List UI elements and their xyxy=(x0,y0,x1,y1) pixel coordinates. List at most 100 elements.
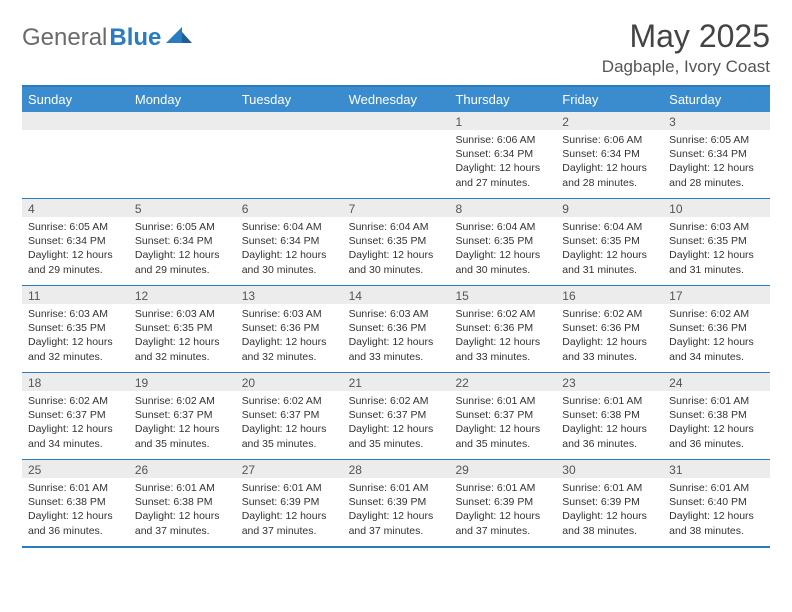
sunset-line: Sunset: 6:38 PM xyxy=(28,495,123,509)
day-number: 20 xyxy=(236,373,343,391)
daylight-line: Daylight: 12 hours and 35 minutes. xyxy=(349,422,444,450)
day-cell: 22Sunrise: 6:01 AMSunset: 6:37 PMDayligh… xyxy=(449,373,556,459)
day-cell: 16Sunrise: 6:02 AMSunset: 6:36 PMDayligh… xyxy=(556,286,663,372)
day-cell: 30Sunrise: 6:01 AMSunset: 6:39 PMDayligh… xyxy=(556,460,663,546)
daylight-line: Daylight: 12 hours and 38 minutes. xyxy=(669,509,764,537)
sunrise-line: Sunrise: 6:01 AM xyxy=(455,481,550,495)
day-cell: 21Sunrise: 6:02 AMSunset: 6:37 PMDayligh… xyxy=(343,373,450,459)
daylight-line: Daylight: 12 hours and 27 minutes. xyxy=(455,161,550,189)
day-cell: 28Sunrise: 6:01 AMSunset: 6:39 PMDayligh… xyxy=(343,460,450,546)
day-header: Friday xyxy=(556,87,663,112)
sunrise-line: Sunrise: 6:01 AM xyxy=(349,481,444,495)
week-row: 11Sunrise: 6:03 AMSunset: 6:35 PMDayligh… xyxy=(22,285,770,372)
sunrise-line: Sunrise: 6:05 AM xyxy=(135,220,230,234)
day-number: 9 xyxy=(556,199,663,217)
day-body: Sunrise: 6:01 AMSunset: 6:39 PMDaylight:… xyxy=(556,478,663,542)
day-body: Sunrise: 6:06 AMSunset: 6:34 PMDaylight:… xyxy=(556,130,663,194)
day-header: Saturday xyxy=(663,87,770,112)
sunset-line: Sunset: 6:34 PM xyxy=(669,147,764,161)
sunrise-line: Sunrise: 6:03 AM xyxy=(669,220,764,234)
brand-general: General xyxy=(22,24,107,52)
sunset-line: Sunset: 6:35 PM xyxy=(455,234,550,248)
day-number: 14 xyxy=(343,286,450,304)
daylight-line: Daylight: 12 hours and 29 minutes. xyxy=(135,248,230,276)
day-body: Sunrise: 6:01 AMSunset: 6:39 PMDaylight:… xyxy=(449,478,556,542)
day-body: Sunrise: 6:03 AMSunset: 6:35 PMDaylight:… xyxy=(663,217,770,281)
sunset-line: Sunset: 6:37 PM xyxy=(28,408,123,422)
daylight-line: Daylight: 12 hours and 37 minutes. xyxy=(135,509,230,537)
sunset-line: Sunset: 6:34 PM xyxy=(562,147,657,161)
day-cell: 13Sunrise: 6:03 AMSunset: 6:36 PMDayligh… xyxy=(236,286,343,372)
day-body: Sunrise: 6:01 AMSunset: 6:38 PMDaylight:… xyxy=(129,478,236,542)
day-body: Sunrise: 6:02 AMSunset: 6:36 PMDaylight:… xyxy=(663,304,770,368)
daylight-line: Daylight: 12 hours and 37 minutes. xyxy=(242,509,337,537)
day-number: 11 xyxy=(22,286,129,304)
day-body: Sunrise: 6:04 AMSunset: 6:35 PMDaylight:… xyxy=(449,217,556,281)
day-number: 2 xyxy=(556,112,663,130)
sunrise-line: Sunrise: 6:01 AM xyxy=(669,394,764,408)
day-body: Sunrise: 6:04 AMSunset: 6:34 PMDaylight:… xyxy=(236,217,343,281)
day-number: 28 xyxy=(343,460,450,478)
day-number: 4 xyxy=(22,199,129,217)
sunset-line: Sunset: 6:35 PM xyxy=(28,321,123,335)
daylight-line: Daylight: 12 hours and 31 minutes. xyxy=(562,248,657,276)
day-cell: 2Sunrise: 6:06 AMSunset: 6:34 PMDaylight… xyxy=(556,112,663,198)
day-cell xyxy=(343,112,450,198)
day-body: Sunrise: 6:04 AMSunset: 6:35 PMDaylight:… xyxy=(343,217,450,281)
day-body: Sunrise: 6:05 AMSunset: 6:34 PMDaylight:… xyxy=(129,217,236,281)
sunrise-line: Sunrise: 6:02 AM xyxy=(349,394,444,408)
daylight-line: Daylight: 12 hours and 29 minutes. xyxy=(28,248,123,276)
daylight-line: Daylight: 12 hours and 38 minutes. xyxy=(562,509,657,537)
daylight-line: Daylight: 12 hours and 34 minutes. xyxy=(28,422,123,450)
day-number: 31 xyxy=(663,460,770,478)
day-number: 13 xyxy=(236,286,343,304)
day-cell: 12Sunrise: 6:03 AMSunset: 6:35 PMDayligh… xyxy=(129,286,236,372)
sunrise-line: Sunrise: 6:03 AM xyxy=(349,307,444,321)
sunrise-line: Sunrise: 6:02 AM xyxy=(135,394,230,408)
daylight-line: Daylight: 12 hours and 34 minutes. xyxy=(669,335,764,363)
daylight-line: Daylight: 12 hours and 36 minutes. xyxy=(669,422,764,450)
sunset-line: Sunset: 6:39 PM xyxy=(562,495,657,509)
day-number xyxy=(22,112,129,130)
day-cell: 8Sunrise: 6:04 AMSunset: 6:35 PMDaylight… xyxy=(449,199,556,285)
sunset-line: Sunset: 6:35 PM xyxy=(669,234,764,248)
day-cell: 20Sunrise: 6:02 AMSunset: 6:37 PMDayligh… xyxy=(236,373,343,459)
day-number: 23 xyxy=(556,373,663,391)
sunrise-line: Sunrise: 6:06 AM xyxy=(455,133,550,147)
sunset-line: Sunset: 6:39 PM xyxy=(349,495,444,509)
daylight-line: Daylight: 12 hours and 30 minutes. xyxy=(349,248,444,276)
sunset-line: Sunset: 6:37 PM xyxy=(135,408,230,422)
day-body: Sunrise: 6:01 AMSunset: 6:38 PMDaylight:… xyxy=(556,391,663,455)
daylight-line: Daylight: 12 hours and 30 minutes. xyxy=(242,248,337,276)
day-cell xyxy=(236,112,343,198)
day-body: Sunrise: 6:06 AMSunset: 6:34 PMDaylight:… xyxy=(449,130,556,194)
day-header: Thursday xyxy=(449,87,556,112)
sunset-line: Sunset: 6:38 PM xyxy=(135,495,230,509)
day-number: 1 xyxy=(449,112,556,130)
day-cell: 5Sunrise: 6:05 AMSunset: 6:34 PMDaylight… xyxy=(129,199,236,285)
day-number: 25 xyxy=(22,460,129,478)
day-cell: 27Sunrise: 6:01 AMSunset: 6:39 PMDayligh… xyxy=(236,460,343,546)
day-number: 18 xyxy=(22,373,129,391)
sunset-line: Sunset: 6:36 PM xyxy=(349,321,444,335)
day-cell: 15Sunrise: 6:02 AMSunset: 6:36 PMDayligh… xyxy=(449,286,556,372)
sunrise-line: Sunrise: 6:01 AM xyxy=(669,481,764,495)
sunset-line: Sunset: 6:34 PM xyxy=(242,234,337,248)
day-number: 12 xyxy=(129,286,236,304)
sunrise-line: Sunrise: 6:03 AM xyxy=(28,307,123,321)
day-body: Sunrise: 6:05 AMSunset: 6:34 PMDaylight:… xyxy=(22,217,129,281)
day-body: Sunrise: 6:02 AMSunset: 6:37 PMDaylight:… xyxy=(343,391,450,455)
daylight-line: Daylight: 12 hours and 36 minutes. xyxy=(28,509,123,537)
day-header: Monday xyxy=(129,87,236,112)
calendar: SundayMondayTuesdayWednesdayThursdayFrid… xyxy=(22,85,770,548)
day-cell: 23Sunrise: 6:01 AMSunset: 6:38 PMDayligh… xyxy=(556,373,663,459)
day-body: Sunrise: 6:02 AMSunset: 6:37 PMDaylight:… xyxy=(236,391,343,455)
brand-blue: Blue xyxy=(109,24,161,52)
daylight-line: Daylight: 12 hours and 33 minutes. xyxy=(455,335,550,363)
day-cell: 14Sunrise: 6:03 AMSunset: 6:36 PMDayligh… xyxy=(343,286,450,372)
daylight-line: Daylight: 12 hours and 33 minutes. xyxy=(562,335,657,363)
daylight-line: Daylight: 12 hours and 35 minutes. xyxy=(135,422,230,450)
sunrise-line: Sunrise: 6:05 AM xyxy=(669,133,764,147)
sunset-line: Sunset: 6:35 PM xyxy=(562,234,657,248)
sunset-line: Sunset: 6:34 PM xyxy=(28,234,123,248)
